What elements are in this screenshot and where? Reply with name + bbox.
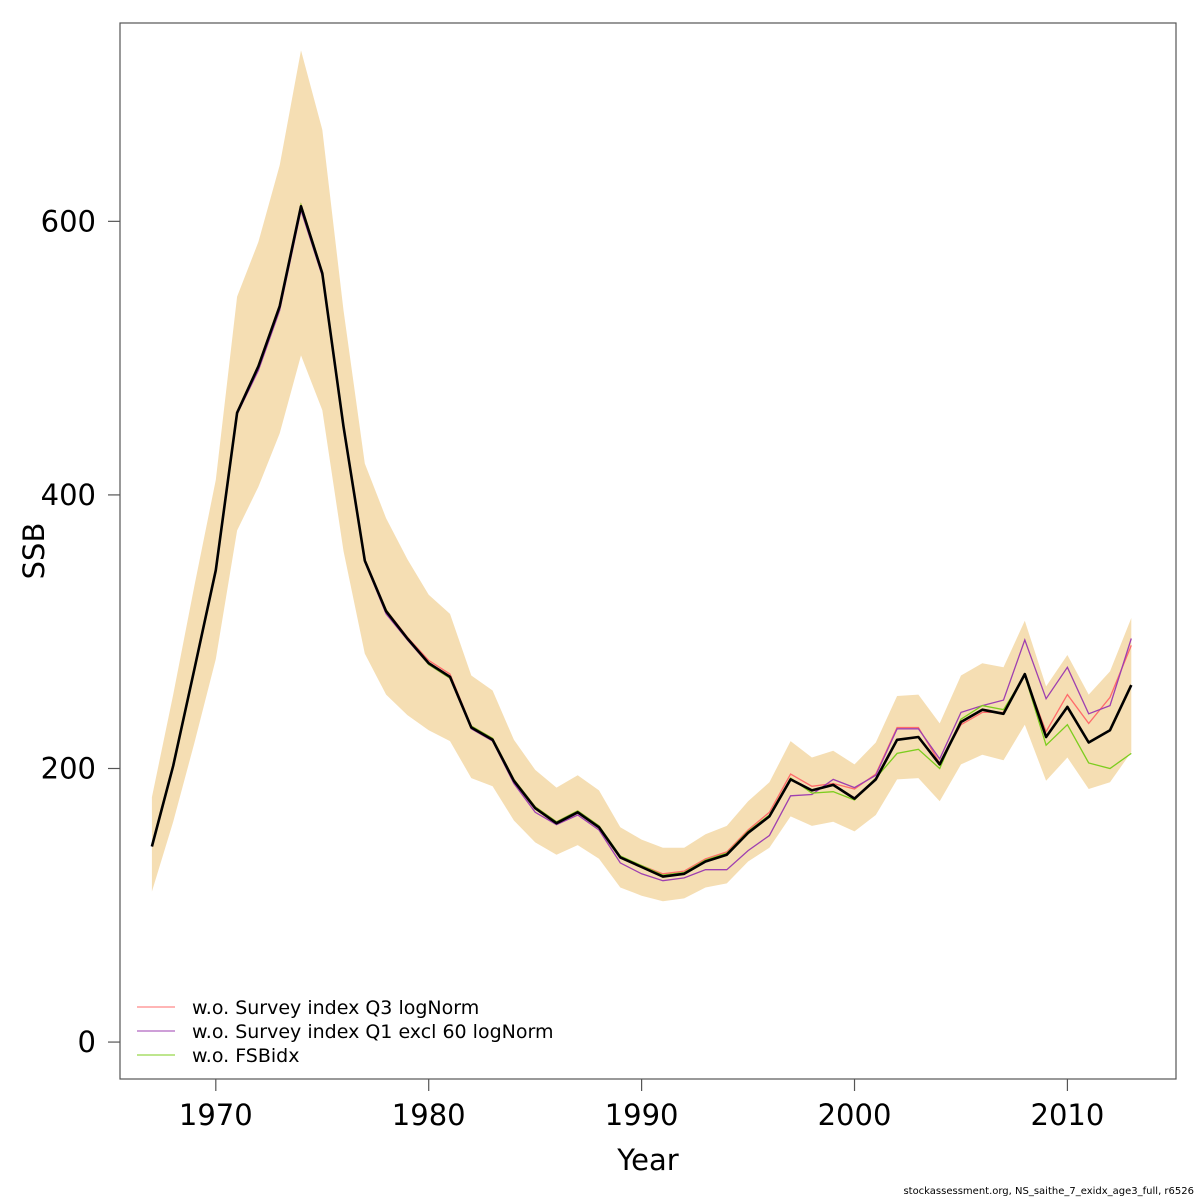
y-tick-label-600: 600 [41, 204, 96, 238]
x-tick-label-1970: 1970 [179, 1098, 253, 1132]
y-axis-title: SSB [17, 523, 51, 580]
plot-area [150, 50, 1133, 902]
footer-credit: stockassessment.org, NS_saithe_7_exidx_a… [903, 1186, 1194, 1197]
x-tick-label-2000: 2000 [818, 1098, 892, 1132]
y-tick-label-200: 200 [41, 751, 96, 785]
y-tick-label-0: 0 [78, 1025, 96, 1059]
axes: 1970 1980 1990 2000 2010 0 200 400 600 [41, 204, 1105, 1132]
estimate-line [150, 205, 1133, 878]
y-tick-label-400: 400 [41, 478, 96, 512]
x-tick-label-2010: 2010 [1031, 1098, 1105, 1132]
confidence-band [151, 50, 1132, 902]
x-tick-label-1990: 1990 [605, 1098, 679, 1132]
legend-label-q3: w.o. Survey index Q3 logNorm [192, 997, 479, 1019]
legend: w.o. Survey index Q3 logNorm w.o. Survey… [137, 997, 553, 1067]
legend-label-fsbidx: w.o. FSBidx [192, 1045, 299, 1067]
x-tick-label-1980: 1980 [392, 1098, 466, 1132]
x-axis-title: Year [616, 1143, 678, 1177]
plot-frame [119, 22, 1177, 1080]
legend-label-q1: w.o. Survey index Q1 excl 60 logNorm [192, 1021, 553, 1043]
